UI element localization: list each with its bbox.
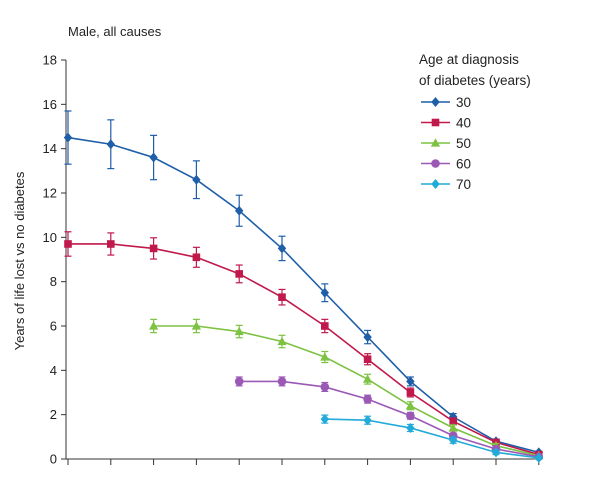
data-point: [406, 422, 415, 433]
data-point: [278, 293, 286, 301]
data-point: [63, 132, 73, 143]
data-point: [235, 270, 243, 278]
data-point: [449, 417, 457, 426]
data-point: [363, 355, 372, 364]
legend-swatch-marker: [431, 159, 440, 168]
series-line: [68, 243, 540, 456]
data-point: [235, 205, 244, 216]
data-point: [449, 435, 458, 446]
series-70: [320, 414, 543, 463]
legend-title-line-1: Age at diagnosis: [419, 52, 519, 67]
legend-label: 60: [456, 157, 471, 172]
data-point: [64, 240, 72, 248]
y-tick-label: 0: [50, 452, 57, 467]
y-tick-label: 10: [43, 230, 57, 245]
data-point: [363, 394, 372, 404]
data-point: [320, 382, 330, 392]
data-point: [277, 377, 287, 386]
series-line: [239, 380, 539, 458]
data-point: [107, 240, 115, 248]
legend-item-30: 30: [421, 95, 471, 110]
legend-label: 50: [456, 136, 471, 151]
legend-item-40: 40: [421, 116, 471, 131]
y-axis-label: Years of life lost vs no diabetes: [12, 171, 27, 350]
legend-item-60: 60: [421, 157, 471, 172]
data-point: [149, 321, 159, 330]
y-tick-label: 4: [50, 363, 57, 378]
data-point: [106, 139, 115, 150]
data-point: [191, 321, 201, 330]
chart-title: Male, all causes: [68, 24, 162, 39]
series-40: [64, 231, 543, 459]
data-point: [406, 388, 415, 397]
data-point: [405, 401, 415, 410]
data-point: [363, 415, 372, 426]
legend-swatch-marker: [431, 179, 440, 189]
data-point: [320, 414, 329, 425]
data-point: [448, 423, 458, 432]
y-tick-label: 16: [43, 97, 57, 112]
data-point: [363, 332, 372, 343]
legend-label: 70: [456, 177, 471, 192]
legend-swatch-marker: [430, 138, 441, 147]
y-tick-label: 6: [50, 319, 57, 334]
y-tick-label: 8: [50, 274, 57, 289]
data-point: [277, 243, 287, 254]
data-point: [534, 452, 543, 463]
series-line: [153, 325, 539, 457]
data-point: [406, 411, 415, 421]
data-point: [192, 174, 201, 185]
series-group: [63, 110, 544, 463]
legend-item-50: 50: [421, 136, 471, 151]
data-point: [363, 374, 373, 383]
legend-item-70: 70: [421, 177, 471, 192]
y-tick-label: 18: [43, 53, 57, 68]
legend-swatch-marker: [431, 97, 440, 107]
data-point: [234, 326, 244, 336]
legend-title-line-2: of diabetes (years): [419, 73, 531, 88]
series-30: [63, 110, 543, 458]
data-point: [320, 352, 330, 361]
series-line: [324, 418, 539, 459]
data-point: [149, 244, 158, 253]
y-tick-label: 12: [43, 186, 57, 201]
data-point: [320, 287, 329, 298]
series-50: [149, 318, 544, 460]
data-point: [149, 152, 158, 163]
legend-swatch-marker: [431, 118, 440, 127]
axes: 0 2 4 6 8 10 12 14 16 18: [43, 53, 541, 467]
data-point: [491, 447, 501, 458]
data-point: [406, 376, 415, 387]
data-point: [277, 336, 287, 346]
data-point: [192, 253, 201, 262]
data-point: [234, 377, 244, 386]
legend-label: 30: [456, 95, 471, 110]
legend-label: 40: [456, 116, 471, 131]
y-tick-label: 2: [50, 407, 57, 422]
y-tick-label: 14: [43, 141, 57, 156]
legend: Age at diagnosis of diabetes (years) 30 4…: [419, 52, 531, 192]
series-line: [67, 136, 540, 454]
data-point: [321, 322, 329, 330]
